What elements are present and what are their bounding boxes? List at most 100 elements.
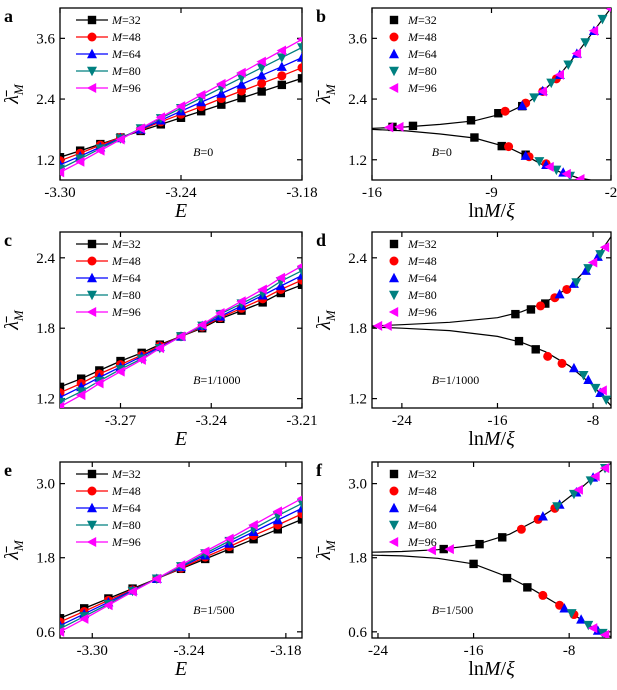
x-tick-label: -3.30 bbox=[77, 643, 108, 659]
field-annotation: B=1/1000 bbox=[193, 373, 240, 387]
legend-label: M=32 bbox=[111, 467, 141, 481]
data-point bbox=[297, 74, 302, 83]
data-point bbox=[297, 515, 302, 524]
legend-marker bbox=[87, 66, 97, 77]
legend-label: M=64 bbox=[111, 271, 141, 285]
y-axis-title: λ̄M bbox=[313, 539, 338, 561]
series-m-96 bbox=[60, 263, 302, 408]
data-point bbox=[552, 502, 563, 512]
legend-marker bbox=[87, 520, 97, 531]
legend-label: M=96 bbox=[407, 81, 437, 95]
legend-label: M=32 bbox=[111, 237, 141, 251]
x-tick-label: -3.21 bbox=[286, 413, 317, 429]
data-point bbox=[523, 583, 532, 592]
data-point bbox=[383, 122, 394, 133]
data-point bbox=[79, 613, 89, 624]
data-point bbox=[529, 93, 540, 103]
x-tick-label: -8 bbox=[587, 413, 600, 429]
legend-marker bbox=[87, 486, 97, 496]
data-point bbox=[115, 134, 125, 145]
panel-letter: c bbox=[4, 230, 12, 250]
data-point bbox=[605, 8, 611, 12]
data-point bbox=[135, 123, 145, 134]
data-point bbox=[498, 533, 507, 542]
legend-marker bbox=[389, 290, 399, 301]
panel-letter: e bbox=[4, 460, 12, 480]
data-point bbox=[494, 109, 503, 118]
series-m-64 bbox=[554, 251, 606, 397]
series-m-96 bbox=[426, 463, 610, 638]
legend-marker bbox=[389, 32, 399, 42]
plot-data bbox=[372, 8, 611, 180]
plot-data bbox=[60, 495, 302, 637]
data-point bbox=[277, 71, 287, 81]
legend-marker bbox=[389, 66, 399, 77]
data-point bbox=[554, 69, 564, 80]
field-annotation: B=1/500 bbox=[432, 603, 473, 617]
x-tick-label: -16 bbox=[487, 413, 507, 429]
y-tick-label: 1.2 bbox=[36, 153, 55, 169]
data-point bbox=[372, 320, 383, 331]
series-m-48 bbox=[516, 503, 579, 620]
panel-a: -3.30 -3.24 -3.18 1.2 2.4 3.6 Eλ̄M a M=32 M=48 M=6… bbox=[1, 6, 318, 222]
data-point bbox=[60, 401, 65, 408]
legend: M=32 M=48 M=64 M=80 M=96 bbox=[76, 13, 141, 95]
legend-marker bbox=[87, 290, 97, 301]
data-point bbox=[248, 519, 258, 530]
data-point bbox=[590, 383, 601, 394]
data-point bbox=[543, 351, 553, 361]
data-point bbox=[439, 544, 448, 554]
data-point bbox=[151, 573, 161, 584]
data-point bbox=[599, 629, 610, 638]
legend-marker bbox=[389, 15, 399, 25]
data-point bbox=[538, 590, 548, 600]
data-point bbox=[296, 263, 302, 269]
data-point bbox=[276, 53, 287, 63]
data-point bbox=[580, 38, 591, 48]
legend-label: M=96 bbox=[407, 535, 437, 549]
data-point bbox=[256, 63, 267, 73]
data-point bbox=[296, 36, 302, 43]
legend-label: M=80 bbox=[407, 288, 437, 302]
x-tick-label: -16 bbox=[362, 185, 382, 201]
x-axis-title: lnM/ξ bbox=[468, 428, 515, 450]
data-point bbox=[561, 168, 571, 179]
legend-label: M=64 bbox=[407, 271, 437, 285]
data-point bbox=[568, 362, 579, 373]
y-tick-label: 2.4 bbox=[36, 251, 55, 267]
data-point bbox=[60, 382, 65, 392]
series-m-96 bbox=[383, 8, 611, 180]
data-point bbox=[257, 78, 267, 88]
legend-marker bbox=[388, 537, 399, 547]
data-point bbox=[200, 546, 210, 557]
legend-marker bbox=[389, 520, 399, 531]
legend-label: M=96 bbox=[111, 81, 141, 95]
data-point bbox=[562, 284, 572, 294]
data-point bbox=[257, 284, 267, 295]
legend-label: M=80 bbox=[407, 64, 437, 78]
data-point bbox=[103, 600, 113, 611]
data-point bbox=[583, 620, 594, 631]
y-tick-label: 1.2 bbox=[348, 153, 367, 169]
x-axis-title: E bbox=[174, 428, 187, 450]
legend-label: M=80 bbox=[111, 64, 141, 78]
legend-marker bbox=[87, 256, 97, 266]
legend-marker bbox=[86, 83, 97, 93]
data-point bbox=[196, 107, 206, 116]
legend-label: M=48 bbox=[407, 30, 437, 44]
legend-label: M=96 bbox=[111, 535, 141, 549]
legend-marker bbox=[87, 502, 97, 513]
legend-marker bbox=[388, 83, 399, 93]
legend-label: M=32 bbox=[407, 467, 437, 481]
data-point bbox=[531, 345, 540, 354]
series-m-48 bbox=[500, 74, 561, 169]
series-m-96 bbox=[60, 495, 302, 637]
legend-marker bbox=[388, 307, 399, 317]
field-annotation: B=0 bbox=[193, 145, 213, 159]
legend-marker bbox=[87, 32, 97, 42]
y-tick-label: 3.0 bbox=[36, 477, 55, 493]
plot-data bbox=[372, 236, 611, 407]
data-point bbox=[470, 133, 479, 142]
data-point bbox=[551, 165, 562, 176]
